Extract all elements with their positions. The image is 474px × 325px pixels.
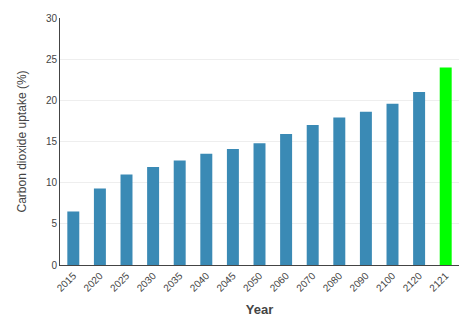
svg-text:2015: 2015 xyxy=(55,270,79,294)
svg-text:2120: 2120 xyxy=(401,270,425,294)
svg-text:Carbon dioxide uptake (%): Carbon dioxide uptake (%) xyxy=(15,70,29,212)
svg-text:2035: 2035 xyxy=(161,270,185,294)
svg-text:2100: 2100 xyxy=(374,270,398,294)
svg-text:2121: 2121 xyxy=(427,270,451,294)
svg-text:2020: 2020 xyxy=(81,270,105,294)
svg-text:25: 25 xyxy=(46,54,58,65)
svg-text:5: 5 xyxy=(51,218,57,229)
svg-text:2045: 2045 xyxy=(214,270,238,294)
svg-text:2040: 2040 xyxy=(188,270,212,294)
svg-text:2030: 2030 xyxy=(135,270,159,294)
svg-text:2080: 2080 xyxy=(321,270,345,294)
svg-text:15: 15 xyxy=(46,136,58,147)
svg-text:2050: 2050 xyxy=(241,270,265,294)
svg-text:2070: 2070 xyxy=(294,270,318,294)
svg-text:2090: 2090 xyxy=(347,270,371,294)
svg-text:30: 30 xyxy=(46,13,58,24)
svg-text:2060: 2060 xyxy=(268,270,292,294)
svg-text:2025: 2025 xyxy=(108,270,132,294)
svg-text:0: 0 xyxy=(51,260,57,271)
svg-text:20: 20 xyxy=(46,95,58,106)
svg-text:Year: Year xyxy=(246,302,273,317)
svg-text:10: 10 xyxy=(46,177,58,188)
